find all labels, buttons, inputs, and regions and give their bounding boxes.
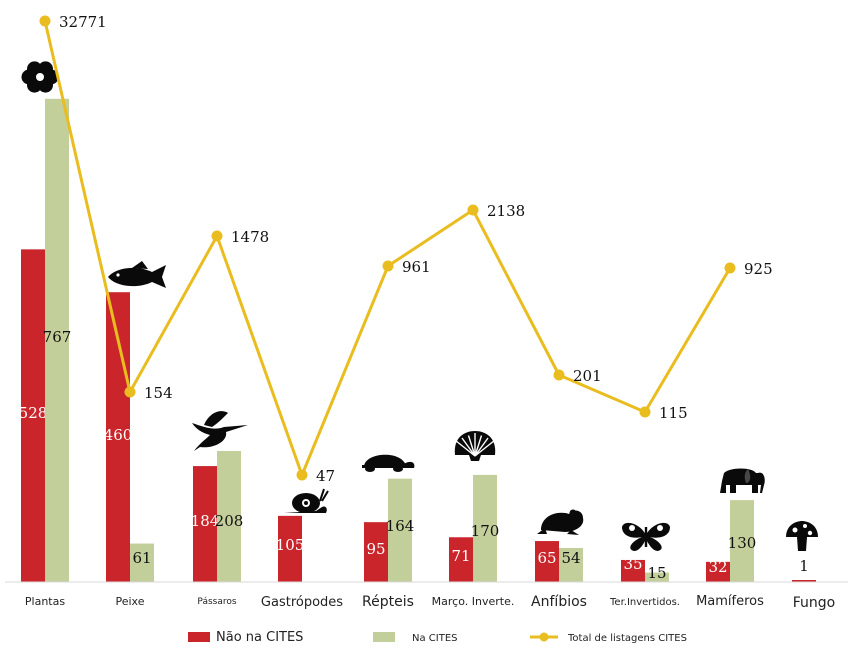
- label-not-cites-mamiferos: 32: [708, 558, 727, 576]
- bar-cites-anfibios: [559, 547, 583, 582]
- bar-cites-mamiferos: [730, 500, 754, 582]
- bar-cites-ter-invertidos: [645, 572, 669, 582]
- point-total-ter-invertidos: [639, 406, 651, 418]
- label-cites-anfibios: 54: [561, 549, 580, 567]
- point-total-gastropodes: [296, 469, 308, 481]
- turtle-icon: [362, 454, 415, 472]
- fish-icon: [108, 261, 166, 288]
- point-total-passaros: [211, 230, 223, 242]
- label-cites-repteis: 164: [386, 517, 415, 535]
- bar-cites-plantas: [45, 98, 69, 582]
- category-label-anfibios: Anfíbios: [531, 594, 587, 610]
- label-total-ter-invertidos: 115: [659, 404, 688, 422]
- category-label-mamiferos: Mamíferos: [696, 594, 764, 609]
- legend-label-cites: Na CITES: [412, 633, 458, 644]
- bar-cites-passaros: [217, 450, 241, 582]
- legend-swatch-not-cites: [188, 632, 210, 642]
- label-total-gastropodes: 47: [316, 467, 335, 485]
- label-total-repteis: 961: [402, 258, 431, 276]
- frog-icon: [537, 509, 584, 535]
- label-cites-ter-invertidos: 15: [647, 564, 666, 582]
- elephant-icon: [720, 468, 765, 493]
- bar-not-cites-plantas: [21, 249, 45, 583]
- label-not-cites-fungo: 1: [799, 557, 809, 575]
- bar-not-cites-ter-invertidos: [621, 559, 645, 582]
- label-cites-marco-inverte: 170: [471, 522, 500, 540]
- point-total-mamiferos: [724, 262, 736, 274]
- label-cites-passaros: 208: [215, 512, 244, 530]
- legend-marker-total: [539, 632, 549, 642]
- total-line: [43, 20, 732, 477]
- bar-not-cites-marco-inverte: [449, 537, 473, 582]
- shell-icon: [454, 431, 496, 461]
- point-total-plantas: [39, 15, 51, 27]
- bar-cites-marco-inverte: [473, 474, 497, 582]
- category-label-fungo: Fungo: [793, 595, 836, 611]
- label-cites-mamiferos: 130: [728, 534, 757, 552]
- bird-icon: [192, 411, 248, 451]
- bar-cites-peixe: [130, 543, 154, 582]
- category-label-marco-inverte: Março. Inverte.: [432, 595, 515, 608]
- legend-label-total: Total de listagens CITES: [567, 633, 687, 644]
- label-not-cites-ter-invertidos: 35: [623, 555, 642, 573]
- point-total-peixe: [124, 386, 136, 398]
- label-not-cites-plantas: 528: [19, 404, 48, 422]
- label-total-marco-inverte: 2138: [487, 202, 525, 220]
- point-total-marco-inverte: [467, 204, 479, 216]
- bar-not-cites-anfibios: [535, 541, 559, 582]
- label-not-cites-anfibios: 65: [537, 549, 556, 567]
- label-total-passaros: 1478: [231, 228, 269, 246]
- label-total-mamiferos: 925: [744, 260, 773, 278]
- label-not-cites-marco-inverte: 71: [451, 547, 470, 565]
- bar-cites-repteis: [388, 478, 412, 582]
- label-total-plantas: 32771: [59, 13, 107, 31]
- category-label-plantas: Plantas: [25, 595, 65, 608]
- label-cites-plantas: 767: [43, 328, 72, 346]
- icons-layer: [21, 61, 818, 551]
- point-total-repteis: [382, 260, 394, 272]
- butterfly-icon: [622, 522, 670, 551]
- label-not-cites-passaros: 184: [191, 512, 220, 530]
- label-cites-peixe: 61: [132, 549, 151, 567]
- label-not-cites-repteis: 95: [366, 540, 385, 558]
- category-label-passaros: Pássaros: [197, 597, 236, 607]
- total-line-series: 32771 154 1478 47 961 2138 201 115 925: [39, 13, 773, 485]
- mushroom-icon: [786, 521, 818, 551]
- flower-icon: [21, 61, 59, 93]
- bar-not-cites-passaros: [193, 466, 217, 582]
- bar-not-cites-repteis: [364, 522, 388, 582]
- label-total-anfibios: 201: [573, 367, 602, 385]
- legend: Não na CITES Na CITES Total de listagens C…: [188, 630, 687, 645]
- category-labels: Plantas Peixe Pássaros Gastrópodes Répteis Ma…: [25, 594, 835, 611]
- legend-swatch-cites: [373, 632, 395, 642]
- label-not-cites-peixe: 460: [104, 426, 133, 444]
- bar-not-cites-mamiferos: [706, 561, 730, 582]
- point-total-anfibios: [553, 369, 565, 381]
- category-label-gastropodes: Gastrópodes: [261, 595, 343, 610]
- category-label-ter-invertidos: Ter.Invertidos.: [609, 597, 680, 608]
- snail-icon: [284, 488, 329, 513]
- category-label-peixe: Peixe: [115, 595, 144, 608]
- bar-not-cites-gastropodes: [278, 515, 302, 582]
- bar-not-cites-fungo: [792, 580, 816, 582]
- category-label-repteis: Répteis: [362, 594, 414, 610]
- legend-label-not-cites: Não na CITES: [216, 630, 303, 645]
- label-total-peixe: 154: [144, 384, 173, 402]
- label-not-cites-gastropodes: 105: [276, 536, 305, 554]
